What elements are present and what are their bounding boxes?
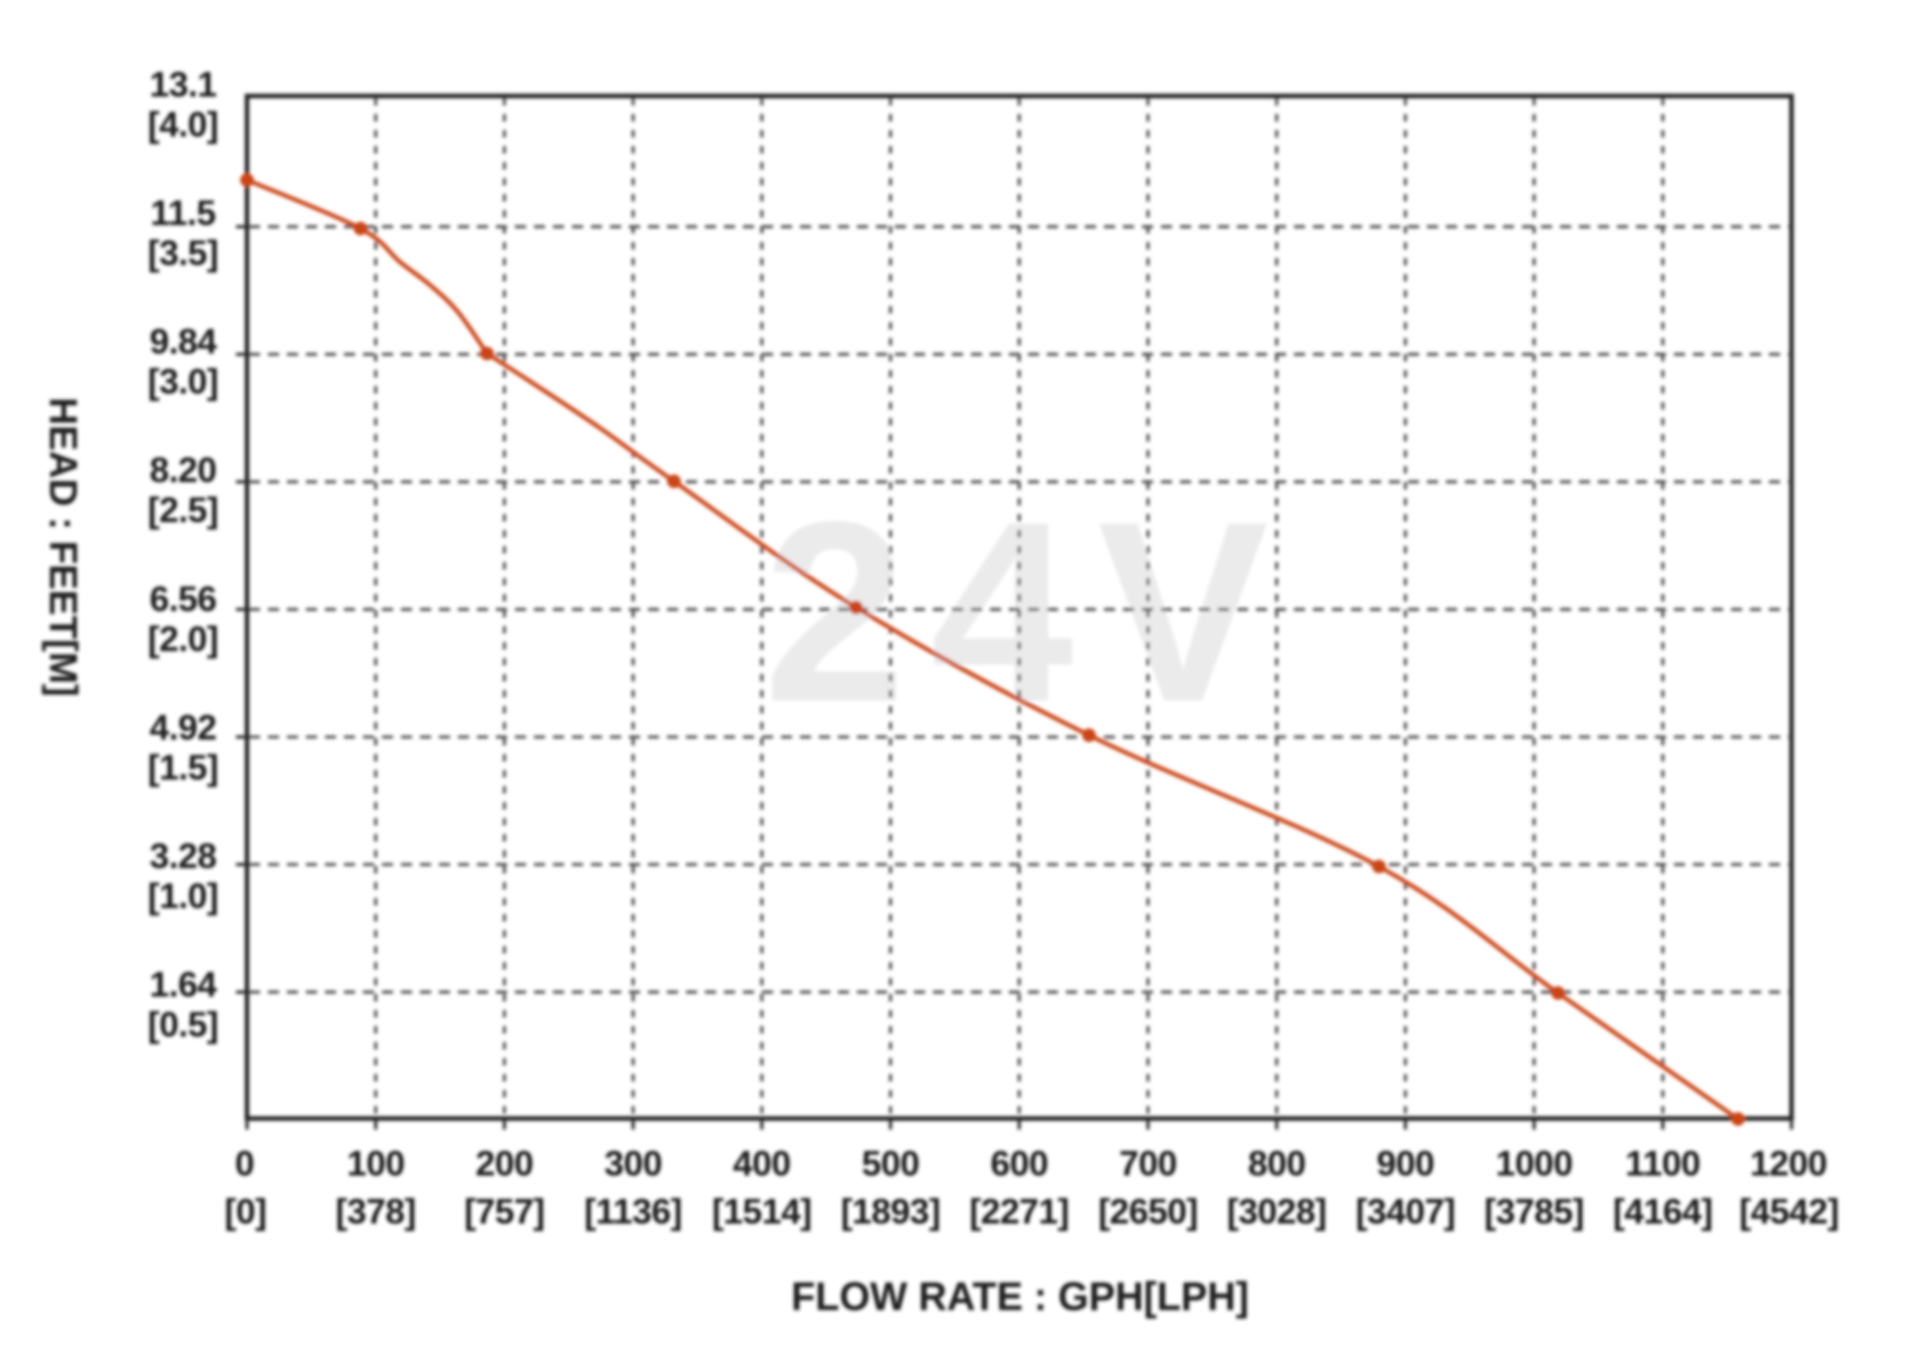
svg-text:[1893]: [1893]: [841, 1192, 941, 1232]
svg-text:[4164]: [4164]: [1613, 1192, 1713, 1232]
svg-text:[4.0]: [4.0]: [148, 104, 219, 144]
svg-text:[1514]: [1514]: [712, 1192, 812, 1232]
svg-text:4.92: 4.92: [149, 708, 216, 748]
svg-text:9.84: 9.84: [149, 322, 217, 362]
svg-text:[3.0]: [3.0]: [148, 362, 219, 402]
svg-text:900: 900: [1377, 1144, 1435, 1184]
svg-text:1.64: 1.64: [149, 965, 217, 1005]
svg-text:[2.5]: [2.5]: [148, 490, 219, 530]
svg-text:0: 0: [235, 1144, 254, 1184]
svg-text:[3785]: [3785]: [1484, 1192, 1584, 1232]
svg-text:[378]: [378]: [336, 1192, 416, 1232]
svg-text:13.1: 13.1: [149, 64, 216, 104]
svg-text:1200: 1200: [1750, 1144, 1827, 1184]
svg-text:11.5: 11.5: [150, 193, 215, 233]
svg-text:300: 300: [604, 1144, 662, 1184]
svg-text:1000: 1000: [1496, 1144, 1573, 1184]
svg-text:700: 700: [1119, 1144, 1177, 1184]
svg-text:[3.5]: [3.5]: [148, 233, 219, 273]
svg-text:24V: 24V: [763, 469, 1292, 756]
svg-text:[1.0]: [1.0]: [148, 876, 219, 916]
svg-text:[0]: [0]: [225, 1192, 267, 1232]
svg-text:400: 400: [733, 1144, 791, 1184]
svg-text:HEAD : FEET[M]: HEAD : FEET[M]: [41, 397, 84, 696]
svg-text:200: 200: [476, 1144, 534, 1184]
svg-text:[2.0]: [2.0]: [148, 619, 219, 659]
svg-text:1100: 1100: [1625, 1144, 1700, 1184]
svg-text:500: 500: [862, 1144, 920, 1184]
svg-text:[3407]: [3407]: [1356, 1192, 1456, 1232]
svg-text:3.28: 3.28: [149, 836, 216, 876]
svg-text:FLOW RATE : GPH[LPH]: FLOW RATE : GPH[LPH]: [791, 1275, 1249, 1319]
svg-text:[757]: [757]: [464, 1192, 544, 1232]
svg-text:100: 100: [347, 1144, 405, 1184]
svg-text:[0.5]: [0.5]: [148, 1005, 219, 1045]
svg-text:800: 800: [1248, 1144, 1306, 1184]
svg-text:6.56: 6.56: [149, 579, 216, 619]
svg-text:[3028]: [3028]: [1227, 1192, 1327, 1232]
svg-text:[2271]: [2271]: [969, 1192, 1069, 1232]
svg-text:[2650]: [2650]: [1098, 1192, 1198, 1232]
svg-text:[1136]: [1136]: [584, 1192, 682, 1232]
svg-text:[4542]: [4542]: [1739, 1192, 1839, 1232]
svg-text:600: 600: [990, 1144, 1048, 1184]
svg-text:8.20: 8.20: [149, 450, 216, 490]
svg-text:[1.5]: [1.5]: [148, 748, 219, 788]
